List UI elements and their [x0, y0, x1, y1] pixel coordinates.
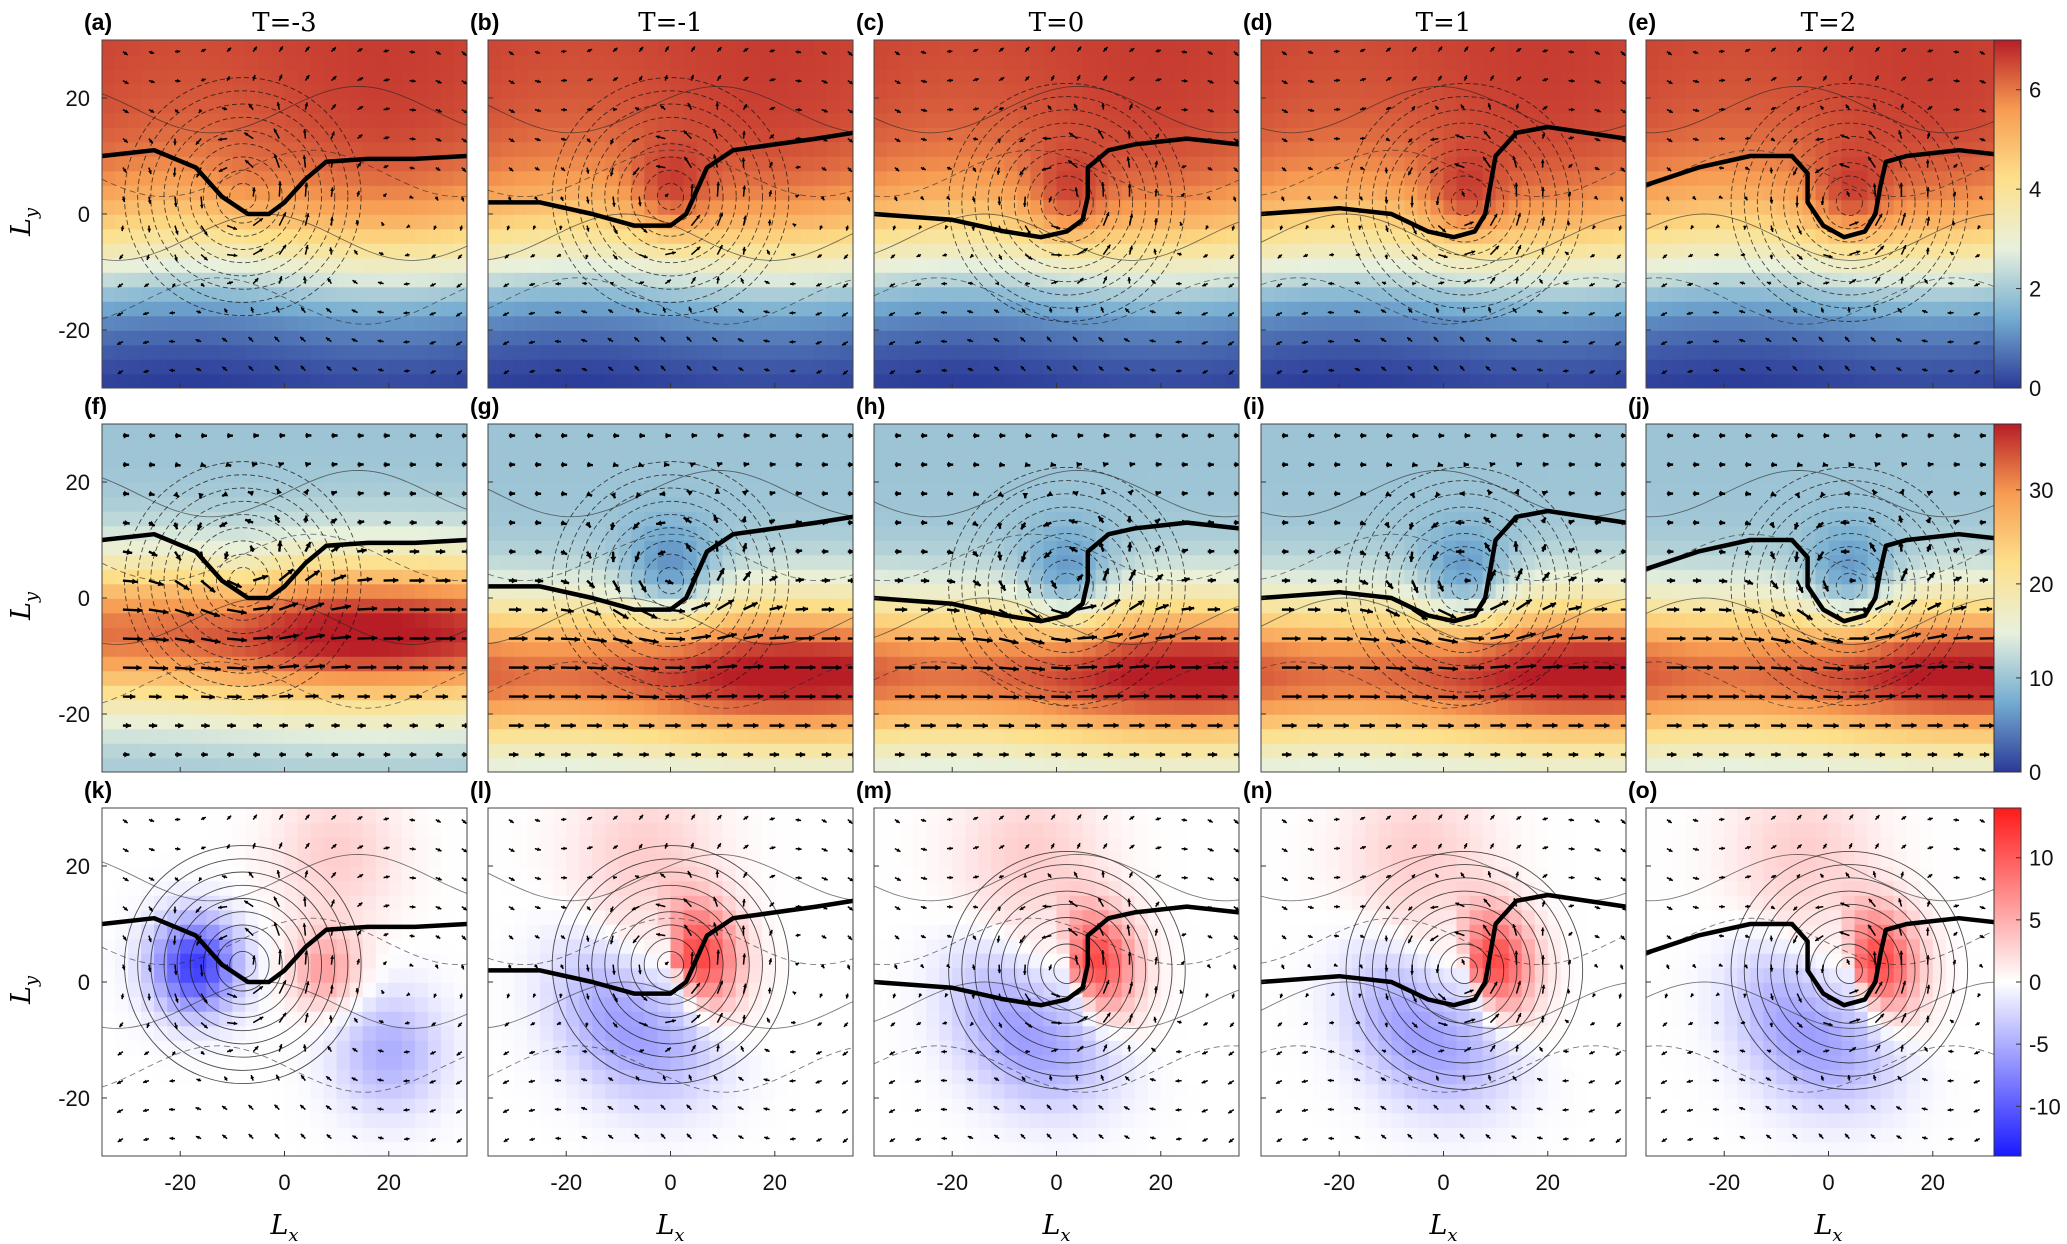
colorbar-tick-label: -5 [2029, 1032, 2049, 1057]
panel-label: (i) [1243, 393, 1265, 419]
panel-e [1645, 39, 2012, 389]
panel-label: (f) [84, 393, 107, 419]
colorbar-row-3: -10 -5 0 5 10 [1993, 807, 2061, 1157]
front-line [488, 898, 853, 996]
colorbar-tick-label: 0 [2029, 970, 2041, 995]
front-line [102, 531, 467, 601]
panel-label: (j) [1628, 393, 1650, 419]
y-tick-label: 0 [78, 970, 90, 995]
panel-label: (l) [470, 777, 492, 803]
colorbar-tick-label: 10 [2029, 846, 2053, 871]
panel-label: (m) [856, 777, 892, 803]
x-tick-label: 20 [1149, 1170, 1173, 1195]
y-axis-label: Ly [6, 591, 42, 621]
front-line [102, 915, 467, 985]
front-line [1261, 508, 1626, 624]
colorbar-tick-label: 2 [2029, 277, 2041, 302]
panel-c [873, 39, 1240, 389]
column-title: T=1 [1416, 8, 1472, 38]
panel-a [101, 39, 468, 389]
panel-label: (a) [84, 9, 112, 35]
x-tick-label: -20 [1708, 1170, 1740, 1195]
y-tick-label: 20 [66, 86, 90, 111]
x-tick-label: 0 [1050, 1170, 1062, 1195]
y-tick-label: -20 [58, 1086, 90, 1111]
x-tick-label: 0 [1437, 1170, 1449, 1195]
x-tick-label: 20 [763, 1170, 787, 1195]
colorbar-row-2: 0 10 20 30 [1993, 423, 2053, 785]
y-tick-label: 20 [66, 470, 90, 495]
column-title: T=2 [1801, 8, 1857, 38]
front-line [1646, 531, 2011, 624]
panel-label: (e) [1628, 9, 1656, 35]
panel-h [873, 423, 1240, 773]
x-tick-label: -20 [550, 1170, 582, 1195]
x-tick-label: 20 [377, 1170, 401, 1195]
x-tick-label: 0 [664, 1170, 676, 1195]
panel-d [1260, 39, 1627, 389]
x-axis-label: Lx [1041, 1210, 1070, 1244]
colorbar-tick-label: 10 [2029, 666, 2053, 691]
panel-j [1645, 423, 2012, 773]
x-tick-label: -20 [936, 1170, 968, 1195]
x-axis-label: Lx [1813, 1210, 1842, 1244]
front-line [102, 147, 467, 217]
panel-o [1645, 807, 2012, 1157]
panel-k [101, 807, 468, 1157]
colorbar-tick-label: 30 [2029, 478, 2053, 503]
column-title: T=-3 [252, 8, 316, 38]
y-tick-label: 20 [66, 854, 90, 879]
x-tick-label: 0 [1822, 1170, 1834, 1195]
panel-label: (h) [856, 393, 885, 419]
y-tick-label: -20 [58, 702, 90, 727]
panel-g [487, 423, 854, 773]
front-line [488, 130, 853, 228]
x-axis-label: Lx [655, 1210, 684, 1244]
front-line [874, 520, 1239, 624]
front-line [1646, 915, 2011, 1008]
front-line [1646, 147, 2011, 240]
y-tick-label: 0 [78, 586, 90, 611]
x-axis-label: Lx [1428, 1210, 1457, 1244]
front-line [1261, 892, 1626, 1008]
colorbar-tick-label: 6 [2029, 78, 2041, 103]
panel-m [873, 807, 1240, 1157]
panel-f [101, 423, 468, 773]
y-tick-label: -20 [58, 318, 90, 343]
front-line [874, 904, 1239, 1008]
x-axis-label: Lx [269, 1210, 298, 1244]
colorbar-tick-label: 4 [2029, 177, 2041, 202]
panel-n [1260, 807, 1627, 1157]
colorbar-tick-label: 20 [2029, 572, 2053, 597]
panel-l [487, 807, 854, 1157]
colorbar-tick-label: -10 [2029, 1094, 2061, 1119]
x-tick-label: 0 [278, 1170, 290, 1195]
y-axis-label: Ly [6, 975, 42, 1005]
panel-label: (o) [1628, 777, 1657, 803]
colorbar-row-1: 0 2 4 6 [1993, 39, 2041, 401]
x-tick-label: 20 [1921, 1170, 1945, 1195]
x-tick-label: -20 [164, 1170, 196, 1195]
colorbar-tick-label: 0 [2029, 760, 2041, 785]
panel-label: (n) [1243, 777, 1272, 803]
panel-label: (b) [470, 9, 499, 35]
y-axis-label: Ly [6, 207, 42, 237]
colorbar-tick-label: 5 [2029, 908, 2041, 933]
panel-i [1260, 423, 1627, 773]
x-tick-label: 20 [1536, 1170, 1560, 1195]
panel-label: (g) [470, 393, 499, 419]
panel-label: (c) [856, 9, 884, 35]
front-line [488, 514, 853, 612]
column-title: T=-1 [638, 8, 702, 38]
front-line [1261, 124, 1626, 240]
y-tick-label: 0 [78, 202, 90, 227]
x-tick-label: -20 [1323, 1170, 1355, 1195]
column-title: T=0 [1029, 8, 1085, 38]
colorbar-tick-label: 0 [2029, 376, 2041, 401]
front-line [874, 136, 1239, 240]
panel-label: (d) [1243, 9, 1272, 35]
panel-label: (k) [84, 777, 112, 803]
panel-b [487, 39, 854, 389]
